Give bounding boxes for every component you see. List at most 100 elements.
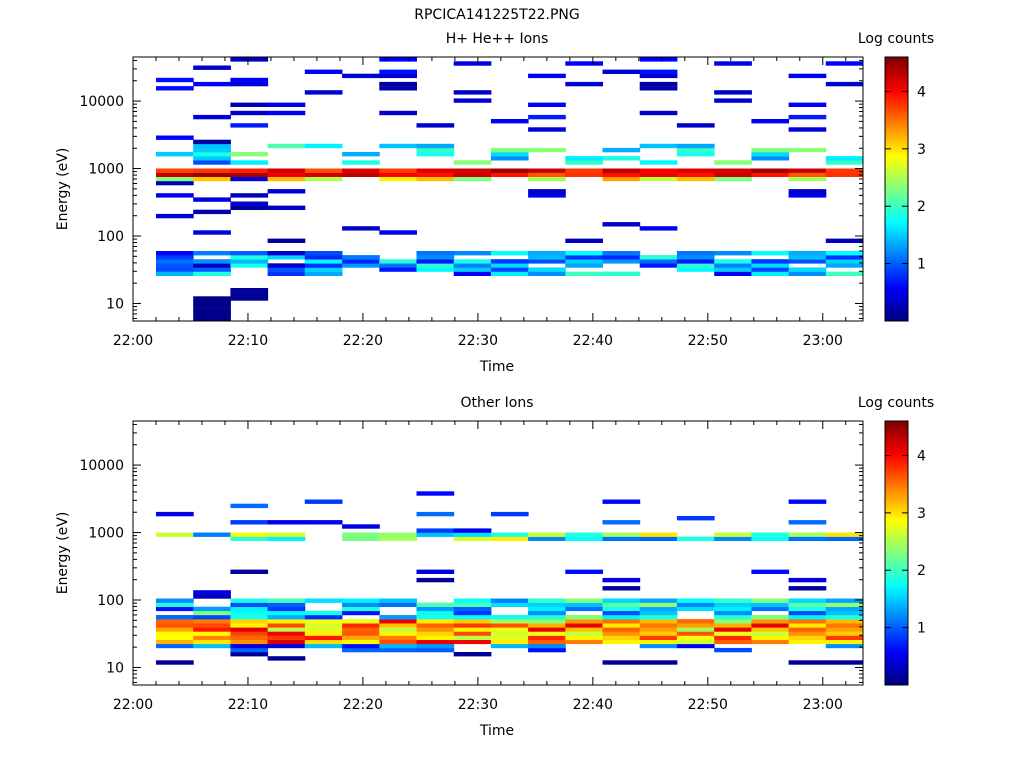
heatmap-cell [342,73,380,79]
colorbar-swatch [885,118,908,122]
colorbar-swatch [885,447,908,450]
heatmap-cell [453,619,492,624]
heatmap-cell [304,172,343,177]
heatmap-cell [156,631,194,636]
colorbar-swatch [885,147,908,150]
heatmap-cell [528,267,566,272]
heatmap-cell [714,90,752,95]
colorbar-swatch [885,454,908,457]
heatmap-cell [156,172,194,177]
heatmap-cell [490,602,529,607]
colorbar-swatch [885,533,908,536]
x-tick-label: 22:50 [688,333,728,349]
heatmap-cell [230,152,269,157]
heatmap-cell [788,168,827,173]
colorbar-swatch [885,636,908,640]
colorbar-swatch [885,678,908,681]
colorbar-swatch [885,140,908,144]
heatmap-cell [751,532,790,537]
heatmap-cell [453,98,492,103]
heatmap-cell [639,110,678,116]
heatmap-cell [267,627,306,632]
heatmap-cell [714,606,752,612]
colorbar-swatch [885,429,908,433]
colorbar-swatch [885,658,908,662]
colorbar-tick-label: 2 [917,199,926,215]
colorbar-swatch [885,156,908,159]
colorbar-swatch [885,252,908,256]
heatmap-cell [379,263,417,268]
heatmap-cell [528,193,566,198]
heatmap-cell [267,172,306,177]
heatmap-cell [230,615,269,620]
heatmap-cell [602,499,641,504]
heatmap-cell [490,631,529,636]
y-tick-label: 1000 [88,162,124,178]
heatmap-cell [416,168,455,173]
colorbar-swatch [885,83,908,86]
heatmap-cell [639,635,678,640]
y-axis: 10 100 1000 10000 [79,423,863,683]
colorbar-swatch [885,318,908,322]
colorbar-swatch [885,184,908,188]
colorbar-swatch [885,274,908,278]
heatmap-cell [193,251,231,256]
colorbar-swatch [885,186,908,190]
heatmap-cell [788,606,827,612]
heatmap-cell [528,643,566,649]
heatmap-cell [751,536,790,541]
heatmap-cell [788,267,827,272]
heatmap-cell [751,615,790,620]
heatmap-cell [342,602,380,607]
heatmap-cell [676,536,715,541]
heatmap-cell [267,176,306,182]
heatmap-cell [379,267,417,272]
heatmap-cell [565,631,603,636]
colorbar-swatch [885,619,908,622]
colorbar-swatch [885,255,908,258]
colorbar-swatch [885,649,908,653]
colorbar-swatch [885,647,908,651]
colorbar-swatch [885,74,908,78]
heatmap-cell [602,222,641,227]
panel-title: Other Ions [460,395,533,411]
y-axis-label: Energy (eV) [55,148,71,231]
heatmap-cells [156,57,864,322]
heatmap-cell [788,499,827,504]
heatmap-cell [193,65,231,70]
heatmap-cell [453,635,492,640]
heatmap-cell [602,176,641,182]
heatmap-cell [565,536,603,541]
panel-other-ions: Other Ions 22:00 22:10 22:20 22:30 22:40 22:5… [55,395,934,739]
heatmap-cell [379,172,417,177]
colorbar-swatch [885,621,908,624]
heatmap-cell [565,238,603,243]
heatmap-cell [304,639,343,645]
colorbar-swatch [885,136,908,139]
heatmap-cell [602,532,641,537]
colorbar-swatch [885,109,908,113]
colorbar-swatch [885,123,908,126]
colorbar-swatch [885,299,908,302]
colorbar-swatch [885,564,908,567]
heatmap-cell [193,176,231,182]
heatmap-cell [156,623,194,628]
heatmap-cell [193,627,231,632]
colorbar-swatch [885,478,908,481]
colorbar-swatch [885,674,908,677]
colorbar-frame [884,420,909,686]
heatmap-cell [342,643,380,649]
heatmap-cell [193,156,231,161]
heatmap-cell [751,602,790,607]
heatmap-cell [342,606,380,612]
heatmap-cell [416,143,455,149]
heatmap-cell [788,586,827,591]
heatmap-cell [714,176,752,182]
heatmap-cell [453,90,492,95]
colorbar-swatch [885,259,908,262]
heatmap-cell [676,606,715,612]
colorbar-swatch [885,599,908,602]
heatmap-cell [156,635,194,640]
colorbar-swatch [885,204,908,207]
heatmap-cell [416,631,455,636]
